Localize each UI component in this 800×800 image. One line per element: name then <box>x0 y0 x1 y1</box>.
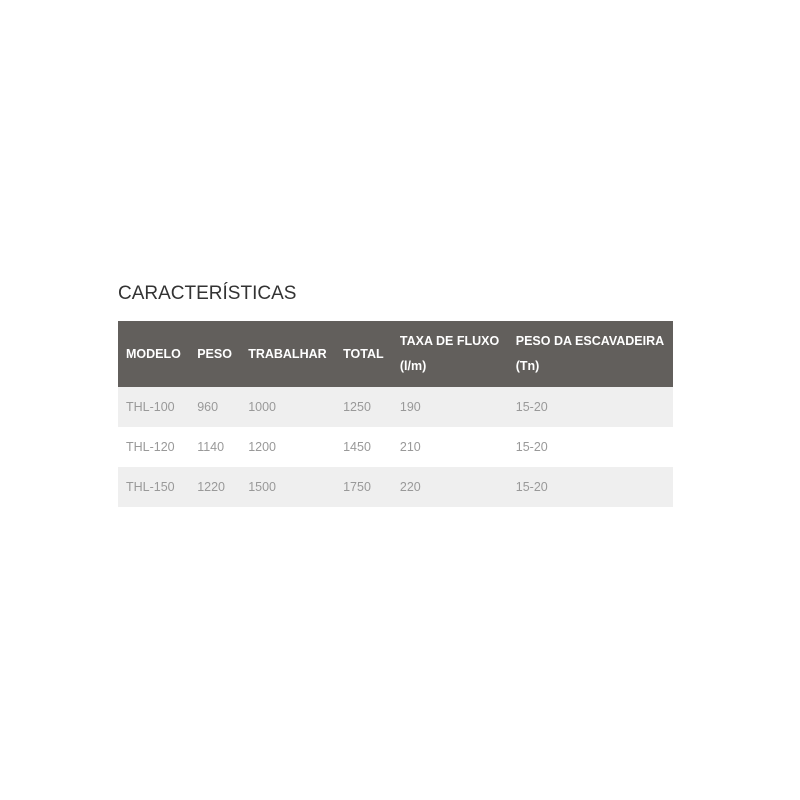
column-header: MODELO <box>118 321 190 387</box>
table-row: THL-100 960 1000 1250 190 15-20 <box>118 387 673 427</box>
header-label: MODELO <box>126 346 181 361</box>
table-cell: 1250 <box>335 387 392 427</box>
header-unit: (l/m) <box>399 359 427 373</box>
header-label: TRABALHAR <box>248 346 327 361</box>
table-cell: 190 <box>391 387 508 427</box>
table-cell: 960 <box>189 387 241 427</box>
header-label: PESO DA ESCAVADEIRA <box>515 334 665 348</box>
header-label: TOTAL <box>343 346 384 361</box>
table-cell: 15-20 <box>515 440 548 454</box>
table-cell: 1220 <box>189 467 241 507</box>
table-cell: 1140 <box>197 440 225 454</box>
table-cell: 210 <box>399 440 421 454</box>
table-cell: 1500 <box>240 467 336 507</box>
header-unit: (Tn) <box>515 359 540 373</box>
column-header: PESO <box>189 321 241 387</box>
column-header: TRABALHAR <box>240 321 336 387</box>
section-title: CARACTERÍSTICAS <box>118 283 297 304</box>
table-cell: 220 <box>391 467 508 507</box>
table-cell: 1750 <box>335 467 392 507</box>
column-header: TOTAL <box>335 321 392 387</box>
specs-table: MODELO PESO TRABALHAR TOTAL TAXA DE FLUXO (l/… <box>118 321 673 507</box>
table-cell: 1000 <box>240 387 336 427</box>
column-header: PESO DA ESCAVADEIRA (Tn) <box>507 321 673 387</box>
table-cell: 15-20 <box>507 387 673 427</box>
table-row: THL-120 1140 1200 1450 210 15-20 <box>118 427 673 467</box>
header-label: PESO <box>197 346 232 361</box>
header-label: TAXA DE FLUXO <box>399 334 500 348</box>
table-row: THL-150 1220 1500 1750 220 15-20 <box>118 467 673 507</box>
table-cell: THL-100 <box>118 387 190 427</box>
table-cell: THL-150 <box>118 467 190 507</box>
table-cell: 1200 <box>248 440 276 454</box>
header-row: MODELO PESO TRABALHAR TOTAL TAXA DE FLUXO (l/… <box>118 321 673 387</box>
column-header: TAXA DE FLUXO (l/m) <box>391 321 508 387</box>
table-cell: THL-120 <box>126 440 175 454</box>
table-cell: 15-20 <box>507 467 673 507</box>
table-cell: 1450 <box>343 440 371 454</box>
